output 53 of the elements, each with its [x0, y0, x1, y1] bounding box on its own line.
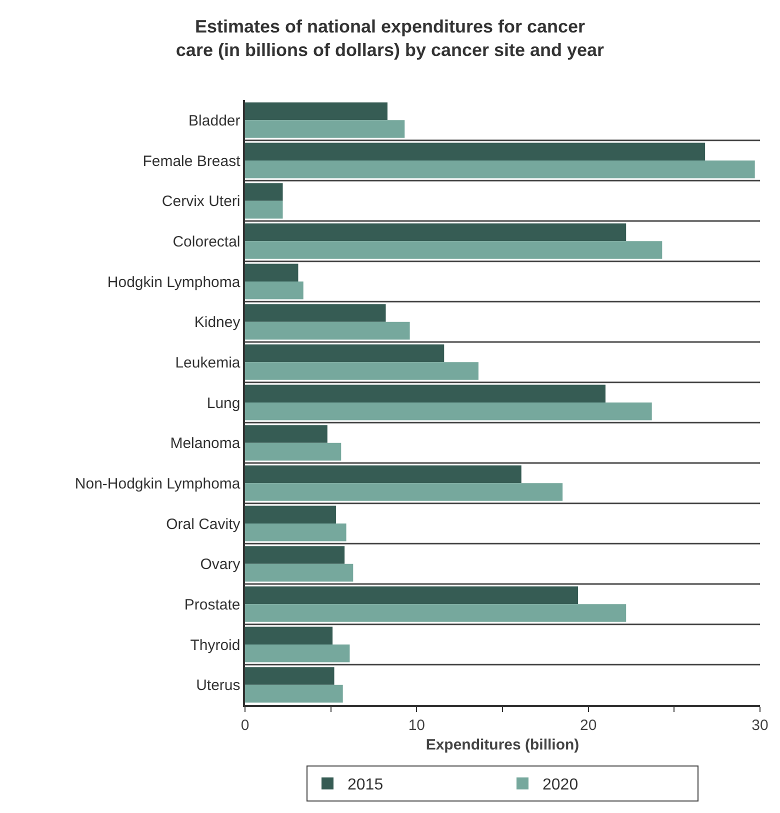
bar: [245, 667, 334, 685]
bar: [245, 483, 563, 501]
bar: [245, 362, 478, 380]
y-tick-label: Oral Cavity: [166, 516, 241, 533]
y-tick-label: Lung: [206, 394, 240, 412]
x-tick-label: 20: [580, 716, 597, 734]
bar: [245, 304, 386, 322]
y-tick-label: Colorectal: [172, 233, 240, 250]
bar: [245, 102, 388, 120]
y-tick-label: Cervix Uteri: [162, 193, 240, 210]
bar: [245, 604, 626, 622]
y-tick-label: Melanoma: [170, 435, 241, 452]
bar: [245, 142, 706, 160]
bar: [245, 626, 333, 644]
bar: [245, 200, 283, 219]
y-tick-label: Thyroid: [190, 636, 240, 654]
y-tick-label: Non-Hodgkin Lymphoma: [74, 475, 241, 492]
bar: [245, 223, 626, 242]
bar: [245, 586, 578, 604]
bar: [245, 282, 304, 300]
bar: [245, 506, 336, 524]
x-axis-title: Expenditures (billion): [426, 736, 580, 754]
bar: [245, 465, 522, 484]
y-tick-label: Uterus: [196, 677, 240, 694]
bar: [245, 241, 662, 259]
y-tick-label: Female Breast: [142, 152, 242, 170]
legend-label: 2020: [542, 776, 578, 794]
bar: [245, 564, 354, 582]
bar: [245, 344, 444, 362]
bar: [245, 402, 652, 420]
y-tick-label: Hodgkin Lymphoma: [107, 274, 241, 291]
y-tick-label: Ovary: [200, 556, 241, 574]
bar: [245, 684, 343, 703]
y-tick-label: Leukemia: [175, 354, 241, 372]
x-tick-label: 10: [408, 716, 426, 734]
y-tick-label: Bladder: [188, 112, 240, 130]
x-tick-label: 30: [752, 716, 768, 734]
bar: [245, 160, 755, 178]
bar: [245, 644, 350, 662]
bar: [245, 322, 410, 340]
bar: [245, 264, 298, 282]
bar: [245, 546, 345, 564]
legend-label: 2015: [348, 776, 384, 794]
y-tick-label: Prostate: [184, 596, 240, 614]
bar: [245, 524, 346, 542]
bar: [245, 442, 342, 461]
bar: [245, 120, 405, 138]
chart-title: Estimates of national expenditures for cancer care (in billions of dollars) by cancer site and year: [176, 16, 604, 60]
bar: [245, 425, 328, 443]
bar: [245, 183, 283, 201]
y-tick-label: Kidney: [194, 314, 241, 332]
bar: [245, 384, 606, 402]
x-tick-label: 0: [240, 716, 250, 734]
